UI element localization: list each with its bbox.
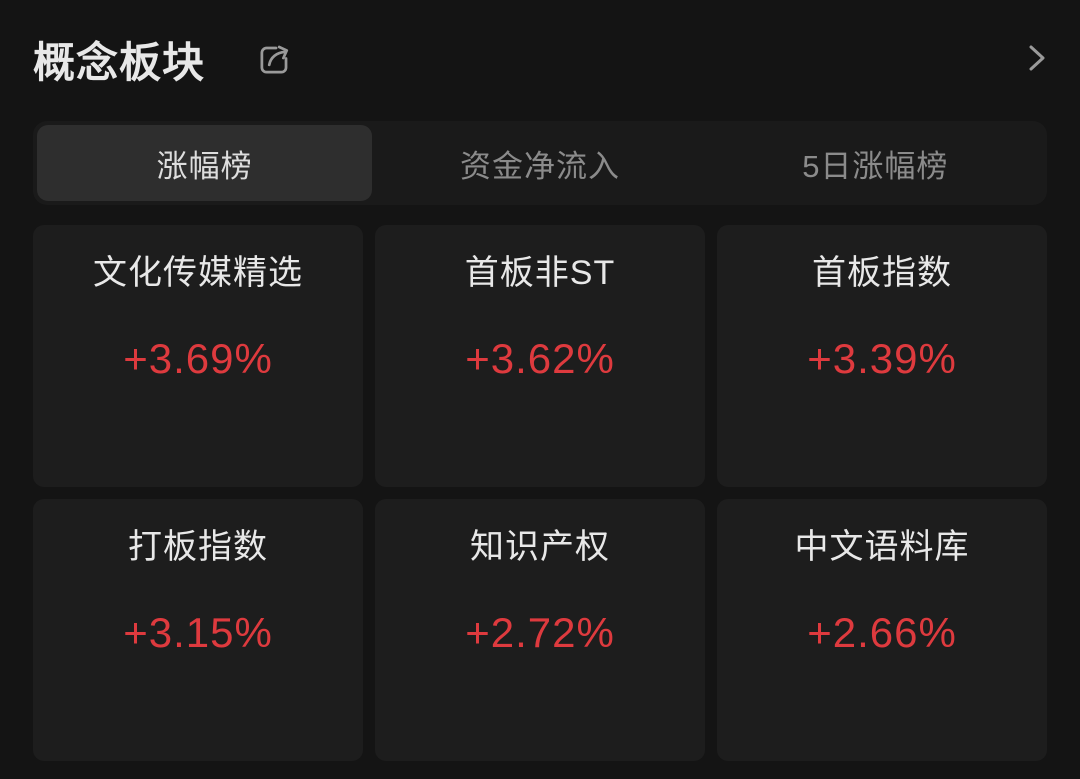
sector-change: +3.69% xyxy=(123,335,273,382)
tab-5day-gainers[interactable]: 5日涨幅榜 xyxy=(708,125,1043,201)
chevron-right-icon xyxy=(1022,38,1052,81)
sector-change: +3.62% xyxy=(465,335,615,382)
sector-card[interactable]: 打板指数 +3.15% xyxy=(33,499,363,761)
sector-change: +2.72% xyxy=(465,609,615,656)
sector-change: +3.15% xyxy=(123,609,273,656)
header: 概念板块 xyxy=(33,28,1047,90)
sector-name: 知识产权 xyxy=(470,528,610,566)
sector-change: +3.39% xyxy=(807,335,957,382)
share-export-icon xyxy=(254,37,296,82)
sector-card[interactable]: 知识产权 +2.72% xyxy=(375,499,705,761)
sector-change: +2.66% xyxy=(807,609,957,656)
page-title: 概念板块 xyxy=(33,38,206,86)
tab-bar: 涨幅榜 资金净流入 5日涨幅榜 xyxy=(33,121,1047,205)
sector-grid: 文化传媒精选 +3.69% 首板非ST +3.62% 首板指数 +3.39% 打… xyxy=(33,225,1047,761)
sector-name: 首板非ST xyxy=(464,254,616,292)
sector-name: 首板指数 xyxy=(812,254,952,292)
sector-card[interactable]: 首板指数 +3.39% xyxy=(717,225,1047,487)
share-button[interactable] xyxy=(253,37,297,81)
tab-gainers[interactable]: 涨幅榜 xyxy=(37,125,373,201)
sector-name: 中文语料库 xyxy=(794,528,970,566)
tab-net-inflow[interactable]: 资金净流入 xyxy=(372,125,707,201)
sector-card[interactable]: 首板非ST +3.62% xyxy=(375,225,705,487)
sector-card[interactable]: 文化传媒精选 +3.69% xyxy=(33,225,363,487)
sector-card[interactable]: 中文语料库 +2.66% xyxy=(717,499,1047,761)
sector-name: 打板指数 xyxy=(128,528,268,566)
more-button[interactable] xyxy=(1019,37,1055,81)
sector-name: 文化传媒精选 xyxy=(93,254,303,292)
concept-sectors-widget: 概念板块 涨幅榜 资金净流入 5日涨幅榜 xyxy=(33,28,1047,761)
